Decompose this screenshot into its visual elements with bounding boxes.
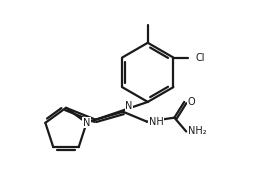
Text: Cl: Cl [195,53,205,63]
Text: NH₂: NH₂ [188,126,207,136]
Text: NH: NH [149,117,163,127]
Text: N: N [83,118,90,128]
Text: O: O [187,97,195,107]
Text: N: N [125,101,133,111]
